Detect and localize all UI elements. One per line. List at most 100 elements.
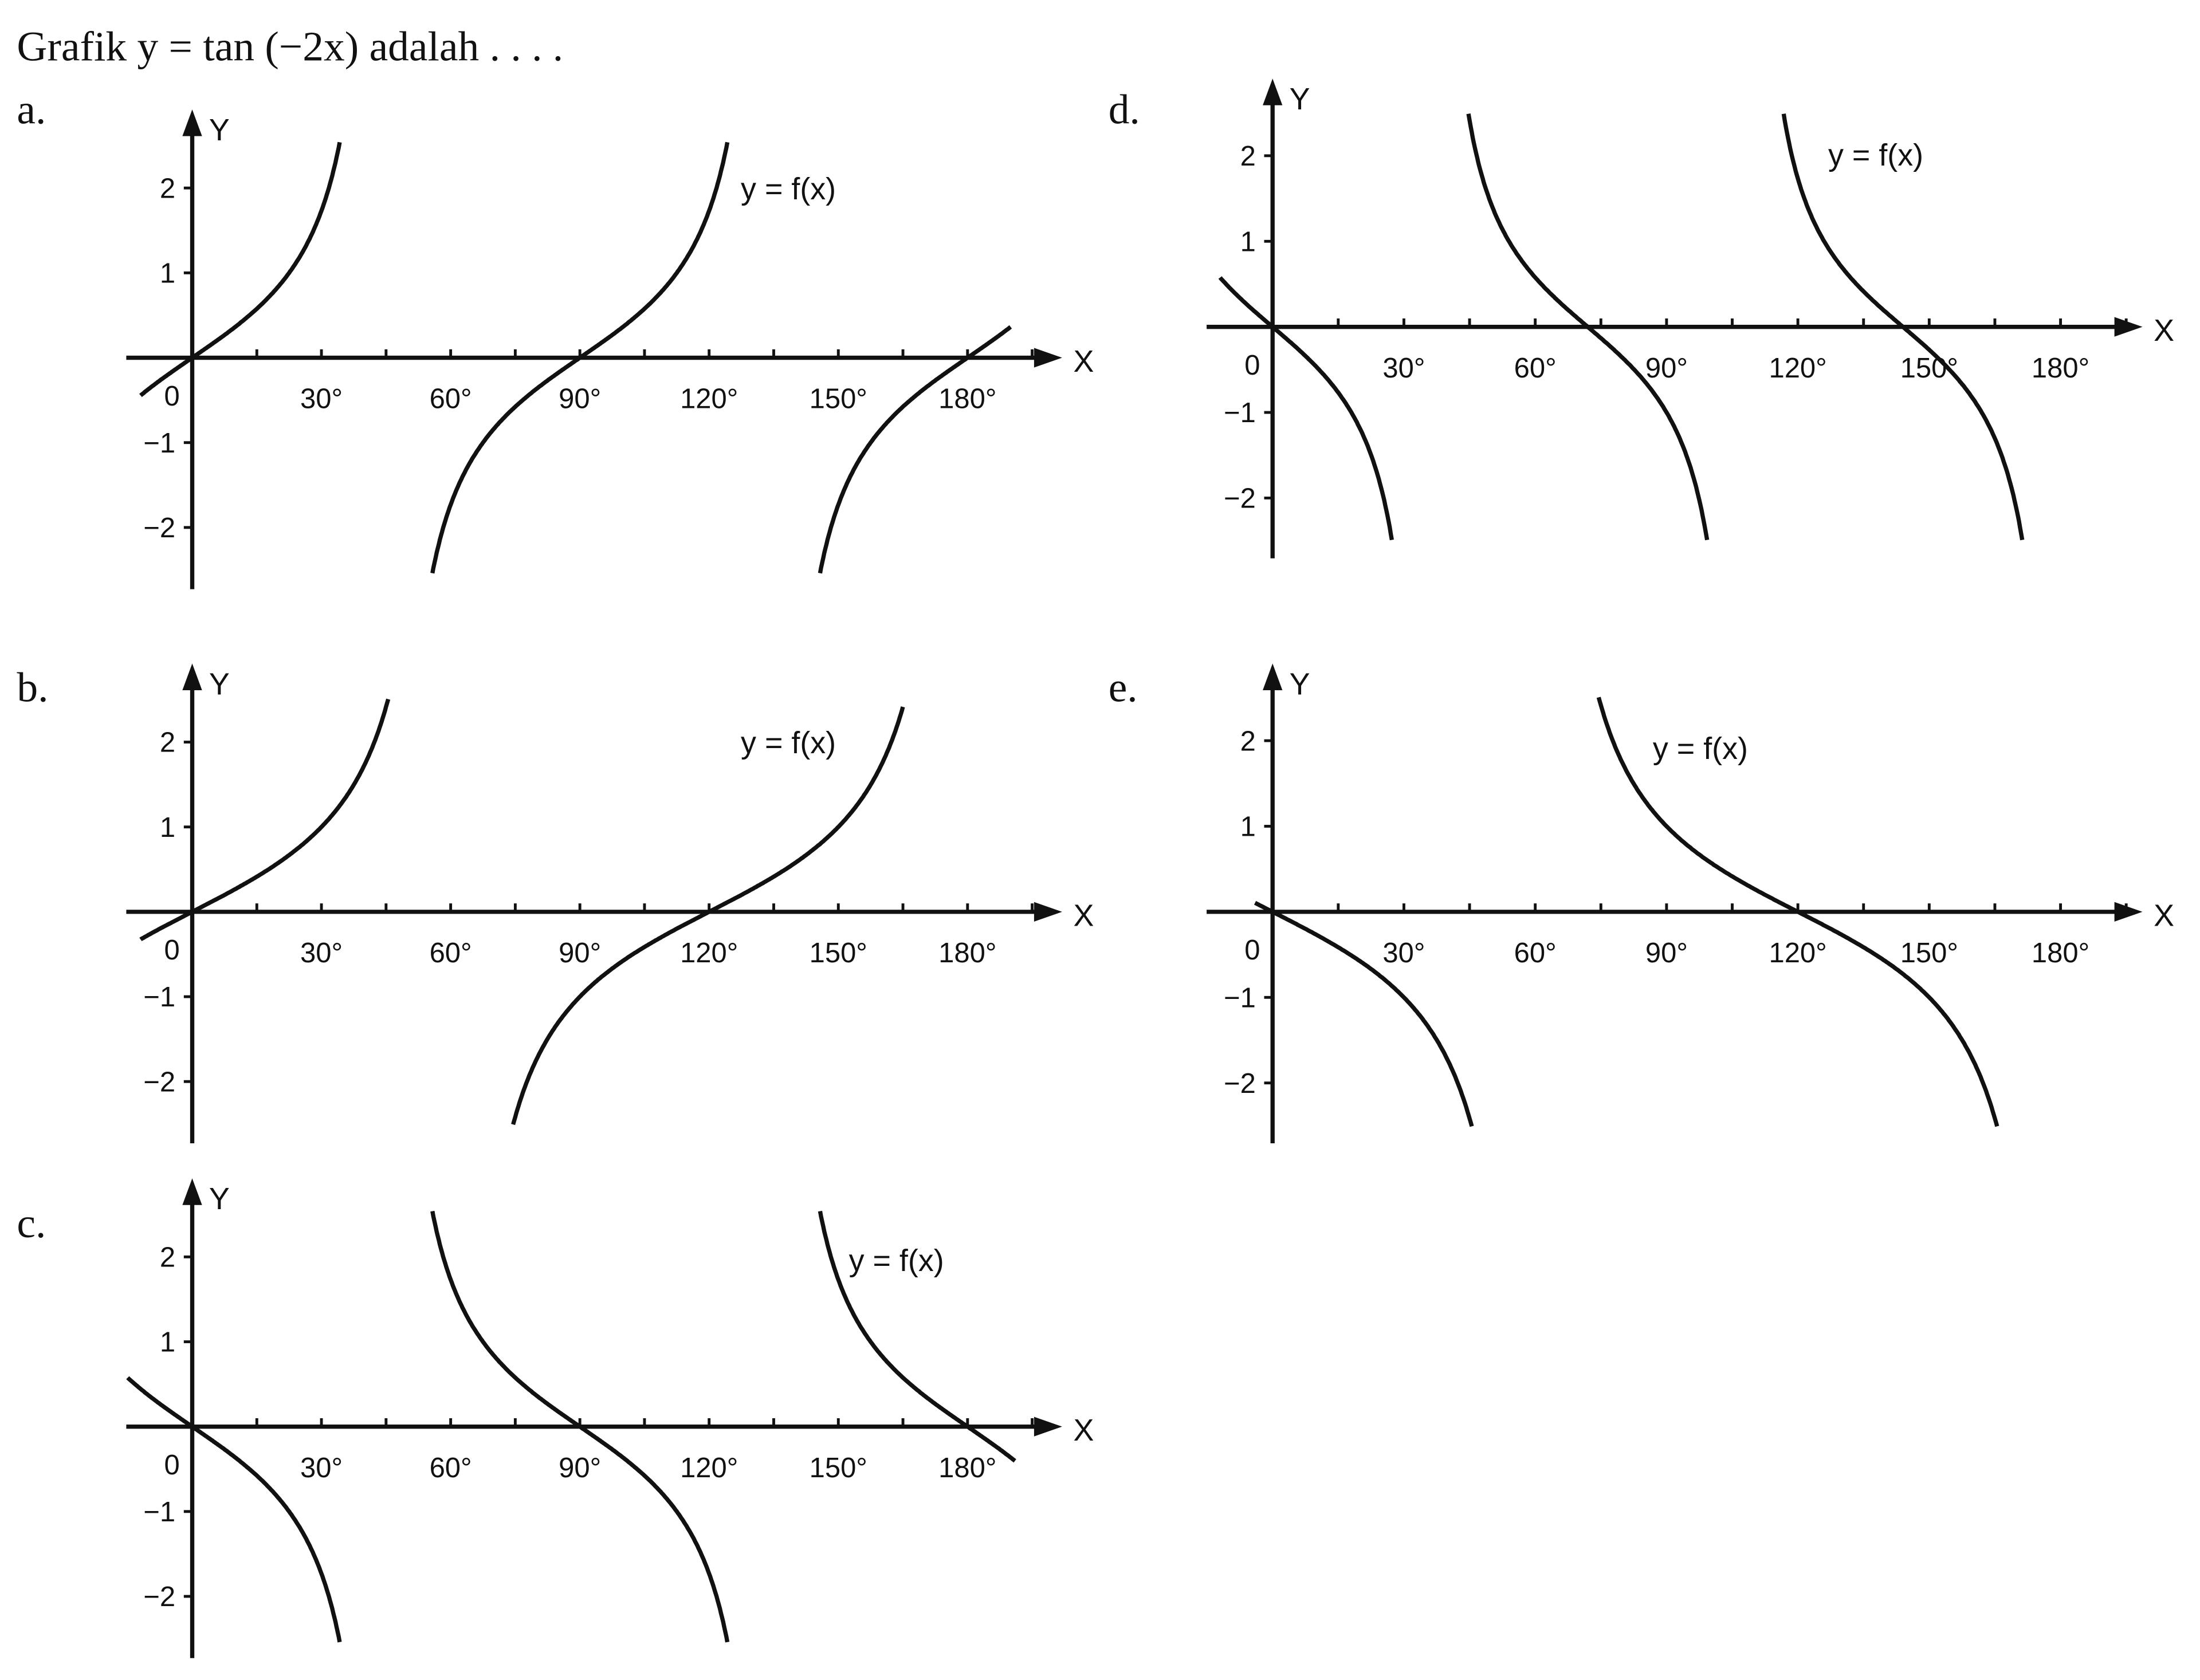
curve: [430, 141, 730, 574]
curve-label: y = f(x): [849, 1244, 944, 1278]
option-panel: b. Y X 0 30° 60° 90° 120° 150° 180° 2 1 −1 −2 y = f(x): [17, 663, 1094, 1143]
curve: [1466, 113, 1710, 541]
curve-label: y = f(x): [1828, 138, 1923, 172]
option-label: d.: [1109, 86, 1140, 133]
x-tick-label: 60°: [430, 1453, 472, 1484]
y-axis-label: Y: [209, 113, 230, 147]
y-tick-label: −1: [143, 982, 175, 1013]
x-tick-label: 30°: [300, 1453, 343, 1484]
x-tick-label: 30°: [1382, 353, 1425, 384]
y-tick-label: 1: [1240, 812, 1256, 843]
y-tick-label: 2: [160, 1242, 175, 1273]
curve-label: y = f(x): [1653, 731, 1748, 766]
origin-label: 0: [1244, 935, 1260, 966]
curve: [430, 1210, 730, 1643]
curve: [139, 698, 391, 942]
y-tick-label: −2: [1224, 483, 1256, 514]
x-tick-label: 90°: [1645, 938, 1688, 969]
x-tick-label: 120°: [1769, 938, 1826, 969]
x-axis-arrow: [1034, 348, 1062, 368]
curve-label: y = f(x): [741, 726, 836, 760]
y-tick-label: −1: [143, 1497, 175, 1528]
option-panel: d. YX0 30° 60° 90° 120° 150° 180°21−1−2y = f(x): [1109, 78, 2174, 558]
y-axis-label: Y: [1290, 667, 1310, 701]
x-axis-label: X: [2154, 313, 2174, 348]
x-tick-label: 150°: [810, 384, 867, 415]
x-tick-label: 30°: [1382, 938, 1425, 969]
origin-label: 0: [164, 381, 180, 412]
y-tick-label: 2: [160, 173, 175, 204]
y-tick-label: −1: [1224, 982, 1256, 1013]
x-axis-label: X: [1073, 898, 1094, 933]
x-tick-label: 150°: [810, 1453, 867, 1484]
y-tick-label: 1: [160, 1327, 175, 1358]
x-axis-arrow: [1034, 1417, 1062, 1437]
option-panel: a. Y X 0 30° 60° 90° 120° 150° 180° 2 1 −1 −2 y = f(x): [17, 86, 1094, 589]
y-tick-label: −2: [1224, 1068, 1256, 1099]
x-axis-label: X: [1073, 1413, 1094, 1447]
y-tick-label: −2: [143, 513, 175, 544]
curve: [1781, 113, 2025, 541]
x-tick-label: 120°: [680, 384, 738, 415]
x-tick-label: 120°: [1769, 353, 1826, 384]
y-axis-label: Y: [209, 667, 230, 701]
option-label: a.: [17, 86, 46, 133]
x-axis-arrow: [1034, 902, 1062, 922]
y-axis-arrow: [182, 109, 202, 136]
question: Grafik y = tan (−2x) adalah . . . .: [17, 23, 563, 69]
y-tick-label: −2: [143, 1581, 175, 1612]
y-axis-arrow: [182, 663, 202, 690]
x-tick-label: 30°: [300, 938, 343, 969]
x-tick-label: 90°: [559, 384, 601, 415]
x-tick-label: 150°: [810, 938, 867, 969]
y-tick-label: 2: [160, 727, 175, 758]
x-tick-label: 180°: [938, 1453, 996, 1484]
x-axis-label: X: [1073, 344, 1094, 379]
x-tick-label: 60°: [430, 938, 472, 969]
x-tick-label: 60°: [1514, 938, 1557, 969]
x-tick-label: 90°: [559, 1453, 601, 1484]
y-tick-label: 2: [1240, 141, 1256, 172]
origin-label: 0: [1244, 350, 1260, 381]
curve: [1218, 276, 1394, 541]
curve: [818, 1210, 1016, 1463]
y-tick-label: −1: [1224, 398, 1256, 428]
x-axis-arrow: [2114, 902, 2143, 922]
x-tick-label: 180°: [2032, 353, 2089, 384]
y-tick-label: −2: [143, 1067, 175, 1097]
y-axis-label: Y: [1290, 82, 1310, 116]
curve: [1596, 697, 1999, 1127]
x-tick-label: 90°: [559, 938, 601, 969]
y-tick-label: 2: [1240, 726, 1256, 757]
x-tick-label: 90°: [1645, 353, 1688, 384]
origin-label: 0: [164, 1450, 180, 1481]
curve: [126, 1376, 342, 1643]
curve: [139, 141, 342, 398]
curve: [511, 706, 905, 1126]
curve: [1254, 900, 1474, 1127]
option-label: e.: [1109, 664, 1138, 711]
x-tick-label: 150°: [1900, 938, 1958, 969]
x-tick-label: 180°: [938, 384, 996, 415]
option-label: c.: [17, 1200, 46, 1246]
x-tick-label: 120°: [680, 1453, 738, 1484]
y-tick-label: −1: [143, 428, 175, 459]
origin-label: 0: [164, 935, 180, 966]
y-tick-label: 1: [160, 258, 175, 289]
x-tick-label: 60°: [430, 384, 472, 415]
x-axis-label: X: [2154, 898, 2174, 933]
y-axis-arrow: [1263, 78, 1283, 105]
x-tick-label: 30°: [300, 384, 343, 415]
y-tick-label: 1: [1240, 226, 1256, 257]
x-axis-arrow: [2114, 317, 2143, 337]
x-tick-label: 180°: [938, 938, 996, 969]
x-tick-label: 120°: [680, 938, 738, 969]
curve-label: y = f(x): [741, 172, 836, 206]
option-label: b.: [17, 664, 48, 711]
curve: [818, 325, 1012, 574]
y-axis-arrow: [182, 1178, 202, 1205]
y-axis-label: Y: [209, 1182, 230, 1216]
option-panel: c. Y X 0 30° 60° 90° 120° 150° 180° 2 1 −1 −2 y = f(x): [17, 1178, 1094, 1658]
